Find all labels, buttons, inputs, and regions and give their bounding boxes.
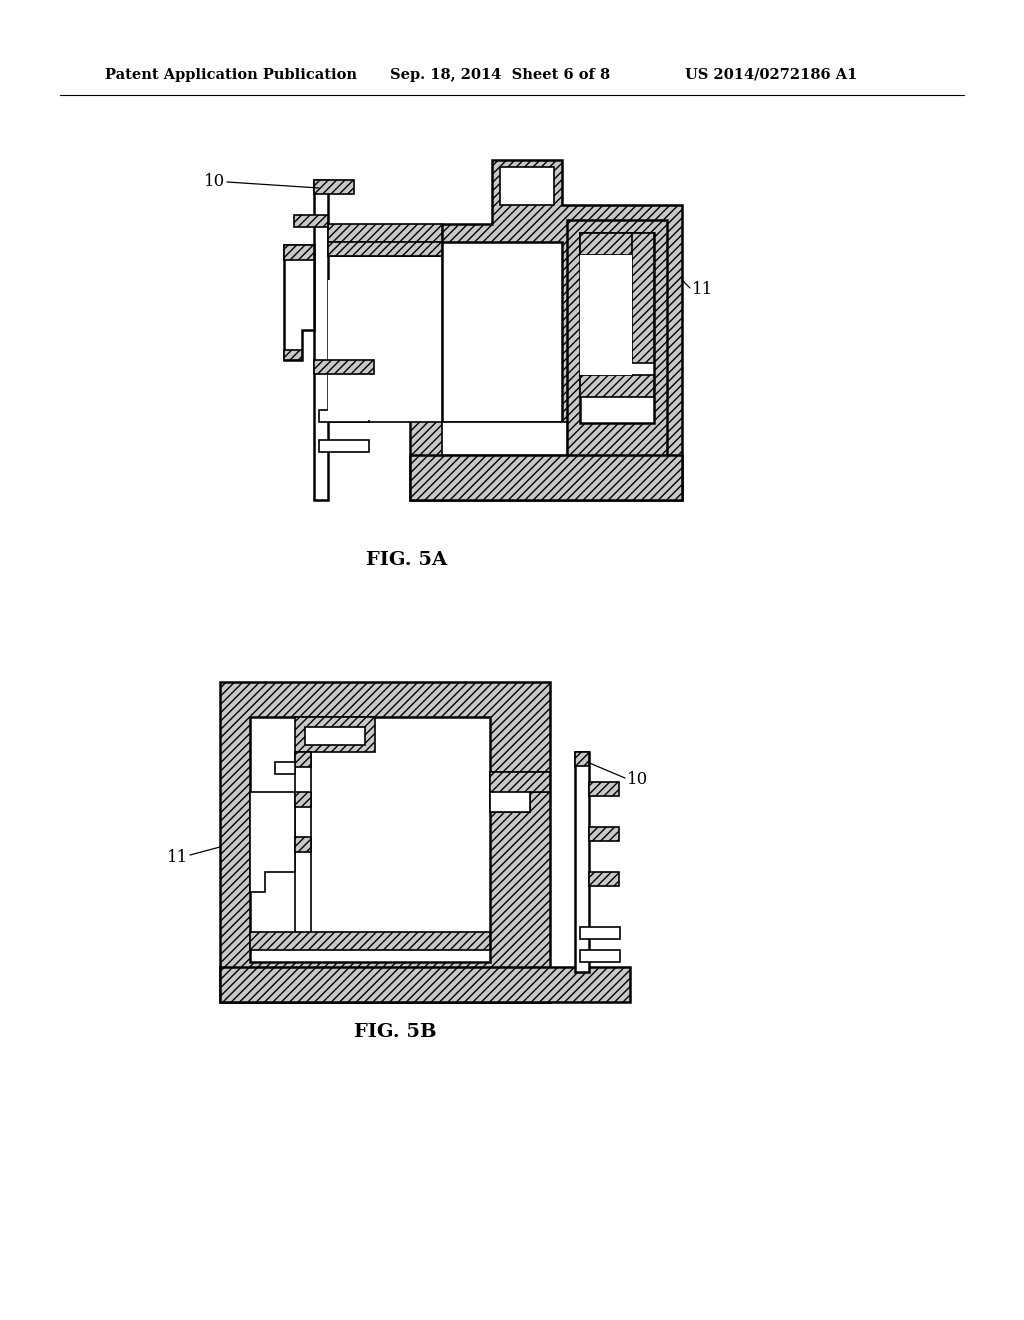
Text: 11: 11 (692, 281, 714, 298)
Bar (328, 224, 442, 242)
Bar (295, 752, 311, 767)
Bar (580, 234, 654, 255)
Polygon shape (275, 762, 295, 774)
Bar (220, 682, 550, 1002)
Bar (295, 717, 375, 752)
Polygon shape (490, 772, 550, 812)
Bar (250, 932, 490, 950)
Bar (580, 375, 654, 397)
Bar (589, 828, 618, 841)
Polygon shape (250, 792, 295, 892)
Bar (294, 215, 328, 227)
Bar (580, 234, 654, 422)
Bar (490, 792, 530, 812)
Bar (314, 180, 354, 194)
Bar (284, 350, 302, 360)
Bar (442, 422, 567, 455)
Polygon shape (284, 246, 314, 360)
Bar (295, 752, 311, 942)
Polygon shape (410, 160, 682, 500)
Bar (567, 220, 667, 459)
Bar (328, 242, 442, 256)
Bar (295, 837, 311, 851)
Bar (314, 180, 328, 500)
Text: FIG. 5A: FIG. 5A (367, 550, 447, 569)
Bar (319, 440, 369, 451)
Bar (575, 752, 589, 766)
Text: Sep. 18, 2014  Sheet 6 of 8: Sep. 18, 2014 Sheet 6 of 8 (390, 69, 610, 82)
Bar (328, 256, 442, 422)
Polygon shape (284, 246, 314, 260)
Text: 10: 10 (204, 173, 225, 190)
Text: 11: 11 (167, 849, 188, 866)
Bar (575, 752, 589, 972)
Text: US 2014/0272186 A1: US 2014/0272186 A1 (685, 69, 857, 82)
Bar (410, 455, 682, 500)
Bar (500, 168, 554, 205)
Bar (295, 792, 311, 807)
Bar (589, 873, 618, 886)
Bar (589, 781, 618, 796)
Bar (250, 717, 490, 962)
Bar (319, 411, 369, 422)
Bar (314, 360, 374, 374)
Text: 10: 10 (627, 771, 648, 788)
Text: Patent Application Publication: Patent Application Publication (105, 69, 357, 82)
Bar (580, 255, 632, 375)
Bar (632, 234, 654, 363)
Bar (305, 727, 365, 744)
Bar (580, 927, 620, 939)
Bar (442, 242, 562, 422)
Bar (580, 950, 620, 962)
Bar (328, 280, 420, 420)
Bar (490, 772, 550, 792)
Text: FIG. 5B: FIG. 5B (353, 1023, 436, 1041)
Bar (220, 968, 630, 1002)
